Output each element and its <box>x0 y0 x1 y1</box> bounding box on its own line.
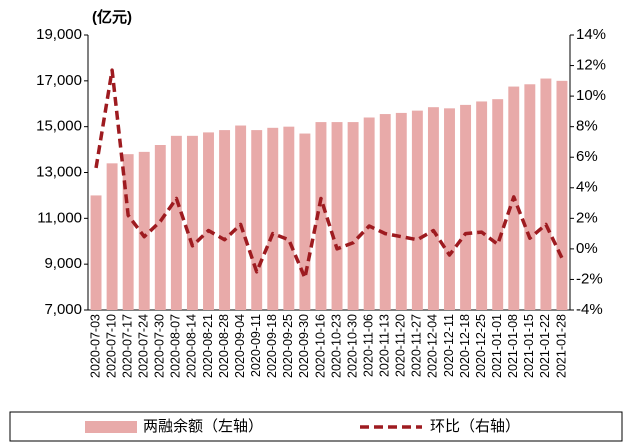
bar <box>122 154 134 310</box>
bar <box>219 130 231 310</box>
bar <box>476 101 488 310</box>
x-tick-label: 2020-08-28 <box>217 314 231 378</box>
bar <box>283 126 295 311</box>
x-tick-label: 2020-10-16 <box>313 314 327 378</box>
x-tick-label: 2020-08-14 <box>185 314 199 378</box>
y2-tick-label: 6% <box>576 148 598 165</box>
x-tick-label: 2021-01-08 <box>506 314 520 378</box>
bar <box>540 78 552 311</box>
x-tick-label: 2020-12-25 <box>474 314 488 378</box>
bar <box>170 135 182 310</box>
bar <box>203 132 214 310</box>
x-tick-label: 2020-07-03 <box>88 314 102 378</box>
x-tick-label: 2020-08-21 <box>201 314 215 378</box>
y2-tick-label: 4% <box>576 179 598 196</box>
legend-label: 环比（右轴） <box>430 418 520 435</box>
x-tick-label: 2020-09-30 <box>297 314 311 378</box>
x-tick-label: 2021-01-01 <box>490 314 504 378</box>
bar <box>186 135 198 310</box>
x-tick-label: 2020-09-18 <box>265 314 279 378</box>
x-tick-label: 2020-09-04 <box>233 314 247 378</box>
bar <box>331 122 343 310</box>
x-tick-label: 2021-01-28 <box>554 314 568 378</box>
bar <box>411 110 423 310</box>
bar <box>315 122 327 310</box>
x-tick-label: 2020-08-07 <box>169 314 183 378</box>
x-tick-label: 2020-07-24 <box>137 314 151 378</box>
y2-tick-label: 12% <box>576 57 606 74</box>
bar <box>347 122 359 310</box>
x-tick-label: 2020-11-13 <box>378 314 392 377</box>
bar <box>106 163 118 310</box>
y2-tick-label: -2% <box>576 270 603 287</box>
line <box>94 68 564 280</box>
bar <box>251 130 263 310</box>
x-tick-label: 2020-07-30 <box>153 314 167 378</box>
y-tick-label: 11,000 <box>37 209 82 226</box>
bar <box>460 104 472 310</box>
y-tick-label: 9,000 <box>44 255 82 272</box>
x-tick-label: 2020-10-23 <box>329 314 343 378</box>
y2-tick-label: 10% <box>576 87 606 104</box>
y2-tick-label: 8% <box>576 118 598 135</box>
x-tick-label: 2021-01-22 <box>538 314 552 378</box>
bar <box>379 114 391 310</box>
y-tick-label: 17,000 <box>36 72 82 89</box>
y-tick-label: 15,000 <box>36 118 82 135</box>
bar <box>235 125 247 310</box>
y-tick-label: 19,000 <box>36 26 82 43</box>
bar <box>363 117 375 310</box>
x-tick-label: 2021-01-15 <box>522 314 536 378</box>
legend-swatch <box>85 421 137 433</box>
y-tick-label: 13,000 <box>36 163 82 180</box>
x-tick-label: 2020-11-06 <box>361 314 375 377</box>
x-tick-label: 2020-09-11 <box>249 314 263 377</box>
bar <box>524 84 536 310</box>
y2-tick-label: 14% <box>576 26 606 43</box>
x-tick-label: 2020-09-25 <box>281 314 295 378</box>
y2-tick-label: -4% <box>576 301 603 318</box>
y2-tick-label: 0% <box>576 240 598 257</box>
bar <box>556 80 568 310</box>
x-tick-label: 2020-12-11 <box>442 314 456 377</box>
x-tick-label: 2020-11-27 <box>410 314 424 377</box>
legend-label: 两融余额（左轴） <box>143 417 263 435</box>
x-tick-label: 2020-11-20 <box>394 314 408 377</box>
bar <box>395 112 407 311</box>
bar <box>299 133 311 310</box>
y-tick-label: 7,000 <box>44 301 82 318</box>
x-tick-label: 2020-12-04 <box>426 314 440 378</box>
x-tick-label: 2020-10-30 <box>345 314 359 378</box>
bar <box>138 151 150 310</box>
x-tick-label: 2020-12-18 <box>458 314 472 378</box>
unit-annotation: (亿元) <box>92 8 132 26</box>
bar <box>444 108 455 310</box>
bar <box>267 127 279 310</box>
bar <box>492 99 504 311</box>
bar <box>154 145 166 310</box>
bar <box>427 107 439 310</box>
x-tick-label: 2020-07-17 <box>120 314 134 378</box>
bar <box>90 195 102 310</box>
y2-tick-label: 2% <box>576 209 598 226</box>
legend-box <box>9 411 623 442</box>
x-tick-label: 2020-07-10 <box>104 314 118 378</box>
